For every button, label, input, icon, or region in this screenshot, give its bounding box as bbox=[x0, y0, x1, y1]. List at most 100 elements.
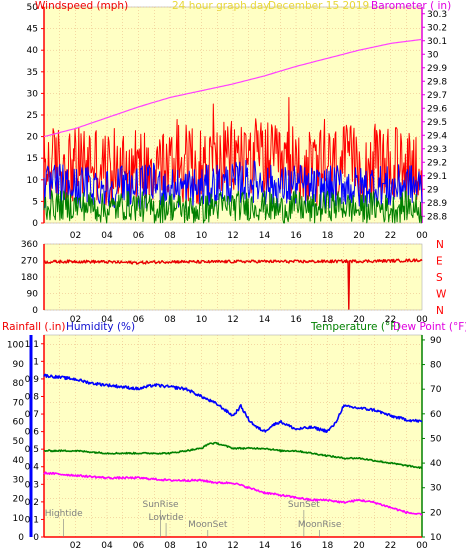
humidity-series bbox=[43, 373, 423, 434]
baro-y-tick-label: 30 bbox=[427, 50, 439, 60]
wind-speed-series bbox=[43, 97, 423, 206]
x-tick-label: 00 bbox=[416, 315, 428, 325]
graph-date: December 15 2019 bbox=[268, 0, 369, 12]
baro-y-tick-label: 29.3 bbox=[427, 145, 447, 155]
event-label: MoonSet bbox=[188, 520, 228, 530]
dewpoint-axis-title: Dew Point (°F) bbox=[393, 321, 466, 333]
windspeed-axis-title: Windspeed (mph) bbox=[35, 0, 128, 12]
temp-y-tick-label: 70 bbox=[430, 385, 442, 395]
baro-y-tick-label: 29.7 bbox=[427, 91, 447, 101]
x-tick-label: 12 bbox=[227, 541, 238, 551]
wind-y-tick-label: 35 bbox=[27, 68, 38, 78]
baro-y-tick-label: 30.1 bbox=[427, 37, 447, 47]
temp-y-tick-label: 90 bbox=[430, 336, 442, 346]
humidity-y-tick-label: 30 bbox=[13, 475, 25, 485]
baro-y-tick-label: 28.9 bbox=[427, 199, 447, 209]
wind-y-tick-label: 50 bbox=[27, 3, 39, 13]
x-tick-label: 06 bbox=[133, 541, 145, 551]
x-tick-label: 08 bbox=[164, 315, 176, 325]
wind-y-tick-label: 40 bbox=[27, 46, 39, 56]
barometer-series bbox=[43, 38, 423, 138]
humidity-y-tick-label: 40 bbox=[13, 456, 25, 466]
direction-y-tick-label: 270 bbox=[21, 257, 38, 267]
temp-y-tick-label: 30 bbox=[430, 484, 442, 494]
wind-y-tick-label: 20 bbox=[27, 133, 39, 143]
wind-y-tick-label: 15 bbox=[27, 154, 38, 164]
humidity-y-tick-label: 90 bbox=[13, 360, 25, 370]
temp-y-tick-label: 10 bbox=[430, 533, 442, 543]
humidity-y-tick-label: 10 bbox=[13, 514, 25, 524]
wind-calm-series bbox=[43, 190, 423, 224]
dewpoint-series bbox=[43, 471, 423, 516]
x-tick-label: 18 bbox=[322, 315, 334, 325]
humidity-axis-title: Humidity (%) bbox=[66, 321, 135, 333]
x-tick-label: 12 bbox=[227, 231, 238, 241]
event-label: Lowtide bbox=[149, 513, 184, 523]
x-tick-label: 08 bbox=[164, 541, 176, 551]
x-tick-label: 10 bbox=[196, 231, 208, 241]
x-tick-label: 06 bbox=[133, 231, 145, 241]
compass-label: W bbox=[436, 289, 447, 301]
event-label: MoonRise bbox=[298, 520, 342, 530]
baro-y-tick-label: 30.3 bbox=[427, 10, 447, 20]
baro-y-tick-label: 29.8 bbox=[427, 77, 447, 87]
x-tick-label: 16 bbox=[290, 541, 302, 551]
event-label: SunRise bbox=[142, 500, 179, 510]
x-tick-label: 14 bbox=[259, 541, 271, 551]
x-tick-label: 18 bbox=[322, 231, 334, 241]
baro-y-tick-label: 30.2 bbox=[427, 23, 447, 33]
x-tick-label: 10 bbox=[196, 541, 208, 551]
x-tick-label: 02 bbox=[70, 315, 81, 325]
humidity-y-tick-label: 0 bbox=[18, 533, 24, 543]
wind-direction-series bbox=[43, 258, 423, 310]
wind-y-tick-label: 0 bbox=[32, 219, 38, 229]
compass-label: S bbox=[436, 272, 443, 284]
compass-label: E bbox=[436, 256, 443, 268]
x-tick-label: 06 bbox=[133, 315, 145, 325]
direction-y-tick-label: 180 bbox=[21, 273, 38, 283]
temperature-series bbox=[43, 441, 423, 470]
baro-y-tick-label: 29.4 bbox=[427, 131, 447, 141]
baro-y-tick-label: 29.2 bbox=[427, 158, 447, 168]
temp-y-tick-label: 20 bbox=[430, 508, 442, 518]
humidity-y-tick-label: 60 bbox=[13, 418, 25, 428]
barometer-axis-title: Barometer ( in) bbox=[371, 0, 451, 12]
direction-y-tick-label: 360 bbox=[21, 240, 38, 250]
x-tick-label: 12 bbox=[227, 315, 238, 325]
direction-y-tick-label: 90 bbox=[27, 290, 39, 300]
rain-y-tick-label: 0 bbox=[33, 533, 39, 543]
x-tick-label: 02 bbox=[70, 541, 81, 551]
humidity-y-tick-label: 100 bbox=[7, 341, 24, 351]
humidity-y-tick-label: 20 bbox=[13, 495, 25, 505]
compass-label: N bbox=[436, 239, 444, 251]
baro-y-tick-label: 28.8 bbox=[427, 212, 447, 222]
baro-y-tick-label: 29.6 bbox=[427, 104, 447, 114]
x-tick-label: 16 bbox=[290, 315, 302, 325]
wind-y-tick-label: 25 bbox=[27, 111, 38, 121]
baro-y-tick-label: 29.5 bbox=[427, 118, 447, 128]
x-tick-label: 20 bbox=[353, 231, 365, 241]
compass-label: N bbox=[436, 305, 444, 317]
temp-y-tick-label: 80 bbox=[430, 361, 442, 371]
temperature-axis-title: Temperature (°F) bbox=[310, 321, 400, 333]
graph-title: 24 hour graph day bbox=[172, 0, 269, 12]
x-tick-label: 22 bbox=[385, 231, 396, 241]
rainfall-axis-title: Rainfall (.in) bbox=[2, 321, 65, 333]
wind-y-tick-label: 30 bbox=[27, 89, 39, 99]
x-tick-label: 16 bbox=[290, 231, 302, 241]
x-tick-label: 02 bbox=[70, 231, 81, 241]
wind-y-tick-label: 45 bbox=[27, 25, 38, 35]
rain-y-tick-label: 1 bbox=[33, 357, 39, 367]
humidity-y-tick-label: 50 bbox=[13, 437, 25, 447]
temp-y-tick-label: 60 bbox=[430, 410, 442, 420]
baro-y-tick-label: 29.9 bbox=[427, 64, 447, 74]
x-tick-label: 04 bbox=[101, 315, 113, 325]
x-tick-label: 10 bbox=[196, 315, 208, 325]
wind-y-tick-label: 5 bbox=[32, 197, 38, 207]
x-tick-label: 20 bbox=[353, 315, 365, 325]
direction-y-tick-label: 0 bbox=[32, 306, 38, 316]
temp-y-tick-label: 40 bbox=[430, 459, 442, 469]
wind-average-series bbox=[43, 159, 423, 211]
